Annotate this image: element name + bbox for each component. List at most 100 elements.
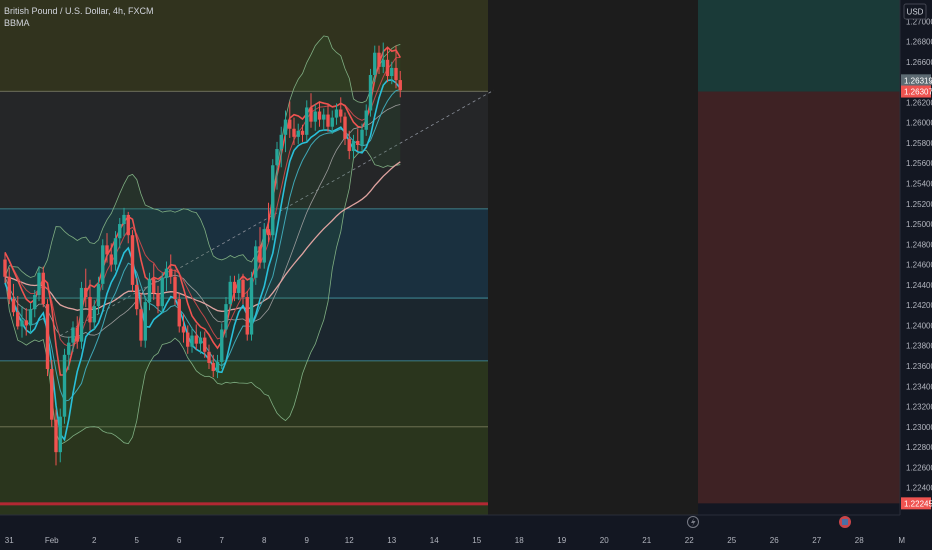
candle[interactable]	[118, 217, 122, 249]
candle[interactable]	[156, 285, 160, 314]
candle[interactable]	[126, 211, 130, 244]
candle[interactable]	[232, 275, 237, 302]
candle[interactable]	[67, 336, 71, 371]
candle[interactable]	[58, 408, 62, 463]
candle[interactable]	[381, 42, 385, 73]
candle[interactable]	[220, 323, 224, 370]
candle[interactable]	[62, 348, 67, 424]
candle[interactable]	[275, 141, 279, 190]
candle[interactable]	[75, 316, 79, 349]
candle[interactable]	[198, 331, 203, 354]
candle[interactable]	[245, 290, 249, 341]
lightning-icon[interactable]	[687, 516, 699, 528]
candle[interactable]	[177, 292, 181, 333]
candle[interactable]	[309, 93, 313, 128]
candle[interactable]	[54, 409, 58, 466]
candle[interactable]	[249, 271, 254, 341]
candle[interactable]	[377, 45, 381, 75]
candle[interactable]	[279, 126, 283, 168]
candle[interactable]	[160, 272, 164, 314]
candle[interactable]	[322, 108, 326, 131]
flag-icon[interactable]	[839, 516, 851, 528]
candle[interactable]	[122, 207, 126, 237]
candle[interactable]	[20, 306, 24, 338]
candle[interactable]	[360, 123, 364, 151]
candle[interactable]	[181, 314, 186, 343]
candle[interactable]	[373, 45, 377, 83]
symbol-title[interactable]: British Pound / U.S. Dollar, 4h, FXCM	[4, 6, 154, 16]
candle[interactable]	[351, 134, 356, 159]
candle[interactable]	[224, 297, 228, 338]
candle[interactable]	[139, 292, 143, 347]
candle[interactable]	[228, 275, 232, 311]
candle[interactable]	[113, 231, 118, 271]
candle[interactable]	[300, 124, 305, 142]
candle[interactable]	[343, 112, 347, 145]
candle[interactable]	[28, 303, 33, 334]
candle[interactable]	[3, 252, 7, 283]
candle[interactable]	[262, 223, 266, 269]
candle[interactable]	[385, 48, 390, 83]
candle[interactable]	[16, 296, 20, 330]
candle[interactable]	[194, 324, 198, 350]
candle[interactable]	[215, 354, 220, 379]
candle[interactable]	[71, 321, 75, 352]
candle[interactable]	[50, 359, 54, 427]
candle[interactable]	[305, 100, 309, 141]
candle[interactable]	[169, 254, 173, 284]
candle[interactable]	[186, 325, 190, 354]
candle[interactable]	[105, 233, 109, 263]
candle[interactable]	[368, 68, 373, 117]
candle[interactable]	[317, 101, 322, 127]
candle[interactable]	[334, 103, 339, 125]
candle[interactable]	[254, 240, 258, 285]
candle[interactable]	[41, 266, 45, 308]
candle[interactable]	[101, 239, 105, 290]
indicator-label[interactable]: BBMA	[4, 18, 30, 28]
candle[interactable]	[394, 45, 398, 89]
candle[interactable]	[88, 279, 92, 331]
candle[interactable]	[292, 117, 296, 145]
currency-label[interactable]: USD	[907, 8, 924, 17]
candle[interactable]	[241, 273, 245, 305]
candle[interactable]	[135, 277, 139, 316]
candle[interactable]	[190, 327, 194, 353]
candle[interactable]	[207, 344, 211, 370]
candle[interactable]	[92, 300, 96, 330]
currency-badge[interactable]	[903, 3, 927, 20]
candle[interactable]	[11, 283, 16, 317]
candle[interactable]	[390, 61, 394, 85]
candle[interactable]	[288, 101, 292, 138]
candle[interactable]	[164, 261, 169, 291]
candle[interactable]	[203, 331, 207, 358]
candle[interactable]	[296, 123, 300, 144]
candle[interactable]	[356, 128, 360, 152]
candle[interactable]	[33, 289, 37, 318]
candle[interactable]	[211, 354, 215, 378]
candle[interactable]	[283, 110, 288, 153]
candle[interactable]	[96, 276, 101, 315]
candle[interactable]	[266, 202, 271, 243]
candle[interactable]	[37, 266, 41, 302]
candle[interactable]	[173, 269, 177, 306]
candle[interactable]	[79, 281, 84, 349]
candle[interactable]	[258, 227, 262, 269]
candle[interactable]	[237, 273, 241, 301]
candle[interactable]	[45, 299, 50, 377]
candle[interactable]	[7, 267, 11, 305]
candle[interactable]	[109, 243, 113, 272]
candle[interactable]	[313, 104, 317, 131]
candle[interactable]	[347, 130, 351, 160]
candle[interactable]	[398, 70, 402, 98]
candle[interactable]	[339, 97, 343, 123]
candle[interactable]	[143, 296, 147, 348]
candle[interactable]	[152, 263, 156, 301]
candle[interactable]	[271, 159, 275, 241]
candle[interactable]	[84, 268, 88, 308]
candle[interactable]	[130, 230, 135, 292]
candle[interactable]	[147, 272, 152, 311]
candle[interactable]	[364, 104, 368, 136]
candle[interactable]	[330, 110, 334, 134]
candle[interactable]	[24, 308, 28, 336]
